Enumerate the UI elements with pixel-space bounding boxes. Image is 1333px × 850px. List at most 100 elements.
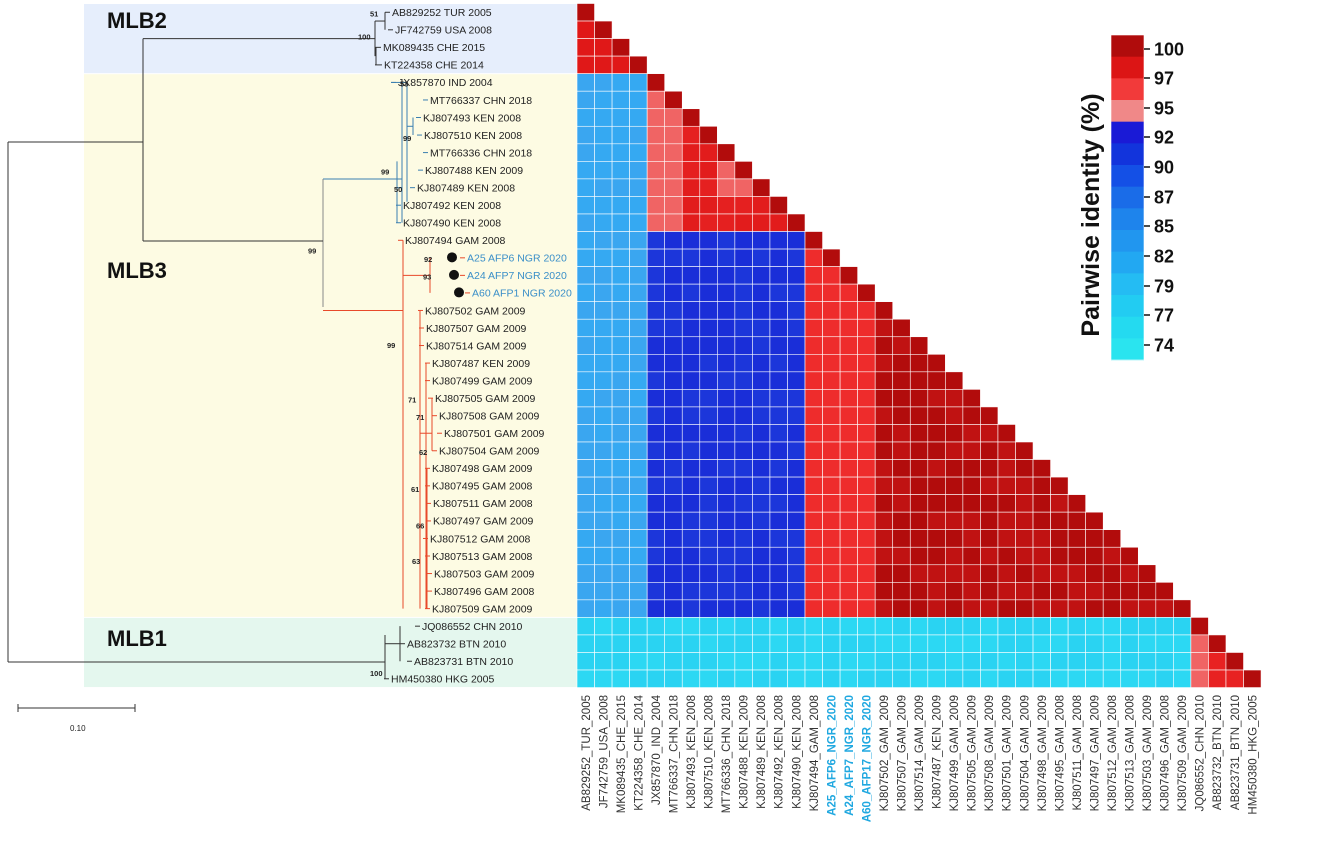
heatmap-cell <box>909 564 929 583</box>
heatmap-cell <box>1067 599 1086 618</box>
heatmap-cell <box>874 389 894 408</box>
heatmap-cell <box>839 283 858 302</box>
bootstrap-value: 92 <box>424 255 432 264</box>
heatmap-cell <box>1225 669 1244 688</box>
heatmap-cell <box>1190 652 1209 671</box>
heatmap-cell <box>892 582 911 601</box>
heatmap-cell <box>717 389 736 408</box>
heatmap-cell <box>892 441 911 460</box>
heatmap-cell <box>874 582 894 601</box>
heatmap-cell <box>962 564 981 583</box>
heatmap-cell <box>664 424 683 443</box>
heatmap-cell <box>734 617 753 636</box>
heatmap-cell <box>839 389 858 408</box>
heatmap-cell <box>804 318 823 338</box>
heatmap-cell <box>1085 617 1104 636</box>
heatmap-cell <box>576 424 595 443</box>
heatmap-cell <box>629 634 648 653</box>
heatmap-cell <box>962 459 981 478</box>
heatmap-cell <box>1243 669 1262 688</box>
heatmap-cell <box>717 406 736 425</box>
heatmap-cell <box>980 669 999 688</box>
heatmap-cell <box>594 90 613 110</box>
heatmap-cell <box>752 582 771 601</box>
heatmap-cell <box>857 353 876 373</box>
heatmap-cell <box>962 494 981 513</box>
taxon-label: KJ807508 GAM 2009 <box>439 410 540 422</box>
heatmap-cell <box>1067 669 1086 688</box>
heatmap-cell <box>804 231 823 250</box>
heatmap-cell <box>927 652 946 671</box>
legend-swatch <box>1111 165 1144 188</box>
heatmap-cell <box>576 283 595 302</box>
heatmap-cell <box>927 634 946 653</box>
heatmap-cell <box>594 20 613 39</box>
heatmap-cell <box>1173 669 1192 688</box>
heatmap-cell <box>629 511 648 530</box>
heatmap-cell <box>1085 582 1104 601</box>
taxon-label: KJ807510 KEN 2008 <box>424 130 522 142</box>
heatmap-cell <box>769 231 788 250</box>
legend-tick-label: 90 <box>1154 158 1174 178</box>
heatmap-cell <box>629 143 648 162</box>
heatmap-cell <box>874 494 894 513</box>
heatmap-cell <box>822 529 841 548</box>
heatmap-cell <box>927 459 946 478</box>
heatmap-cell <box>734 669 753 688</box>
taxon-label: KJ807494 GAM 2008 <box>405 235 506 247</box>
legend-tick-label: 87 <box>1154 188 1174 208</box>
column-label: KJ807512_GAM_2008 <box>1107 695 1119 811</box>
heatmap-cell <box>629 266 648 285</box>
taxon-label: AB829252 TUR 2005 <box>392 7 492 19</box>
heatmap-cell <box>997 546 1016 566</box>
heatmap-cell <box>892 599 911 618</box>
heatmap-cell <box>909 336 929 355</box>
heatmap-cell <box>1190 634 1209 653</box>
heatmap-cell <box>646 248 665 267</box>
heatmap-cell <box>892 511 911 530</box>
heatmap-cell <box>927 371 946 390</box>
column-label: KJ807511_GAM_2008 <box>1072 695 1084 811</box>
heatmap-cell <box>892 669 911 688</box>
heatmap-cell <box>1102 529 1122 548</box>
heatmap-cell <box>769 494 788 513</box>
heatmap-cell <box>945 599 964 618</box>
heatmap-cell <box>699 125 718 145</box>
heatmap-cell <box>980 459 999 478</box>
heatmap-cell <box>646 108 665 127</box>
heatmap-cell <box>752 283 771 302</box>
heatmap-cell <box>576 125 595 145</box>
heatmap-cell <box>681 634 701 653</box>
heatmap-cell <box>699 406 718 425</box>
heatmap-cell <box>997 459 1016 478</box>
heatmap-cell <box>1032 582 1051 601</box>
heatmap-cell <box>1050 564 1069 583</box>
heatmap-cell <box>874 652 894 671</box>
heatmap-cell <box>1032 652 1051 671</box>
clade-label-mlb1: MLB1 <box>107 626 167 651</box>
heatmap-cell <box>699 336 718 355</box>
heatmap-cell <box>646 283 665 302</box>
heatmap-cell <box>717 301 736 320</box>
column-label: KJ807508_GAM_2009 <box>984 695 996 811</box>
heatmap-cell <box>576 582 595 601</box>
heatmap-cell <box>1155 599 1174 618</box>
column-label: A24_AFP7_NGR_2020 <box>844 695 856 816</box>
heatmap-cell <box>857 301 876 320</box>
heatmap-cell <box>822 283 841 302</box>
heatmap-cell <box>1137 634 1157 653</box>
heatmap-cell <box>629 582 648 601</box>
heatmap-cell <box>962 476 981 495</box>
heatmap-cell <box>594 283 613 302</box>
heatmap-cell <box>945 441 964 460</box>
heatmap-cell <box>857 441 876 460</box>
heatmap-cell <box>752 231 771 250</box>
heatmap-cell <box>927 511 946 530</box>
heatmap-cell <box>611 371 630 390</box>
heatmap-cell <box>962 582 981 601</box>
heatmap-cell <box>769 196 788 215</box>
heatmap-cell <box>909 669 929 688</box>
heatmap-cell <box>717 283 736 302</box>
heatmap-cell <box>734 389 753 408</box>
heatmap-cell <box>611 546 630 566</box>
